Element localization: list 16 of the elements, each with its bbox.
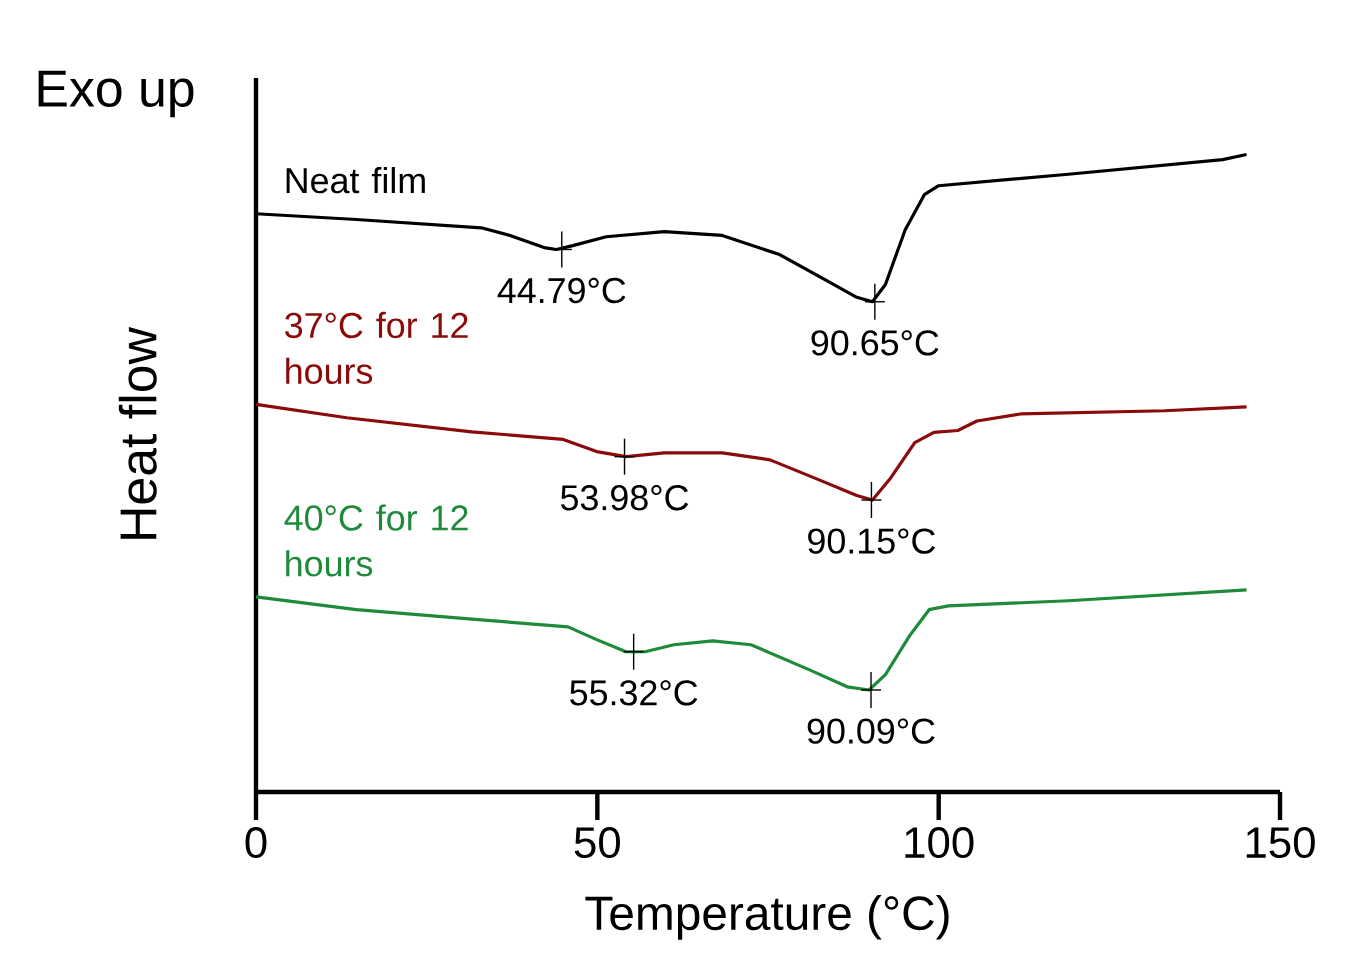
annotation: 53.98°C bbox=[560, 485, 689, 511]
x-tick-label: 100 bbox=[905, 827, 974, 859]
x-tick-label: 150 bbox=[1246, 827, 1315, 859]
series-label: Neat film bbox=[286, 167, 425, 194]
x-tick-label: 0 bbox=[245, 827, 267, 859]
series-label: 37°C for 12 hours bbox=[285, 311, 468, 384]
y-axis-title: Heat flow bbox=[118, 326, 157, 539]
annotation: 44.79°C bbox=[497, 277, 626, 304]
annotation: 90.09°C bbox=[807, 718, 935, 744]
x-tick-label: 50 bbox=[574, 827, 620, 859]
annotation: 55.32°C bbox=[570, 680, 698, 706]
text: Exo up bbox=[38, 70, 194, 118]
series-label: 40°C for 12 hours bbox=[284, 504, 468, 577]
annotation: 90.65°C bbox=[811, 330, 939, 356]
annotation: 90.15°C bbox=[808, 528, 936, 554]
x-axis-title: Temperature (°C) bbox=[585, 895, 949, 940]
